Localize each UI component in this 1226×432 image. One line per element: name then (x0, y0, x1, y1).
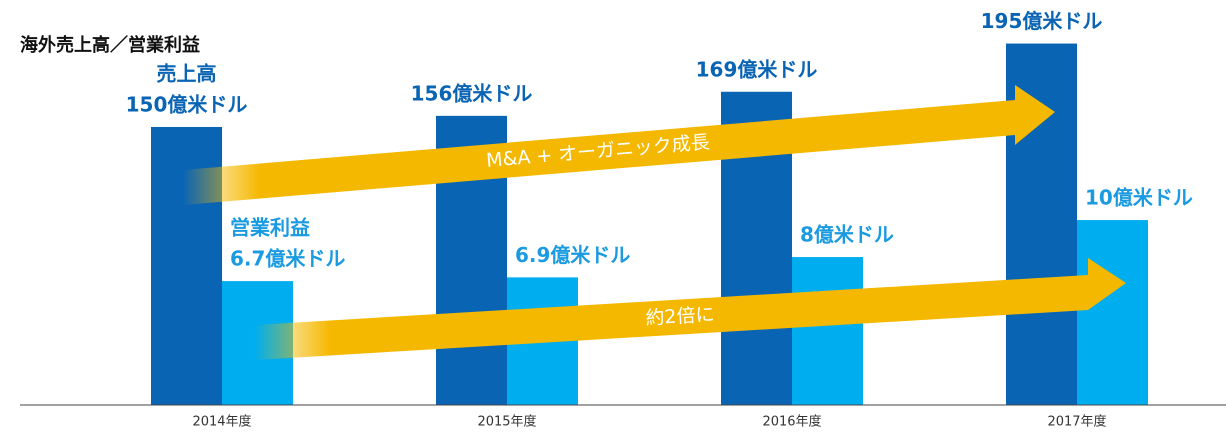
value-label: 6.9億米ドル (515, 243, 630, 267)
x-tick-label: 2014年度 (192, 414, 251, 430)
series-name: 営業利益 (230, 216, 310, 240)
value-label: 169億米ドル (696, 57, 818, 81)
arrow (255, 258, 1126, 360)
chart-title: 海外売上高／営業利益 (20, 34, 200, 56)
x-tick-label: 2016年度 (762, 414, 821, 430)
value-label: 10億米ドル (1085, 186, 1193, 210)
value-label: 150億米ドル (126, 92, 248, 116)
arrow (183, 85, 1055, 205)
value-label: 156億米ドル (411, 81, 533, 105)
bar (792, 257, 863, 405)
value-label: 6.7億米ドル (230, 247, 345, 271)
value-label: 8億米ドル (800, 223, 894, 247)
bar (1077, 220, 1148, 405)
x-tick-label: 2015年度 (477, 414, 536, 430)
series-name: 売上高 (157, 61, 217, 85)
annotation: 約2倍に (645, 303, 715, 329)
x-tick-label: 2017年度 (1047, 414, 1106, 430)
value-label: 195億米ドル (981, 9, 1103, 33)
